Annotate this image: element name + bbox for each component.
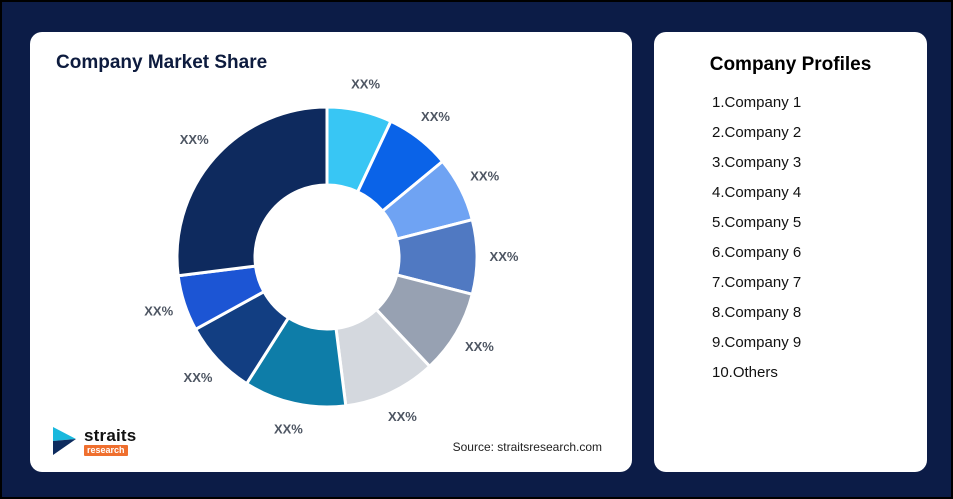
company-list-item: 10.Others bbox=[712, 364, 778, 381]
segment-percentage-label: XX% bbox=[465, 339, 494, 354]
segment-percentage-label: XX% bbox=[184, 370, 213, 385]
profiles-title: Company Profiles bbox=[709, 54, 872, 75]
logo-brand-text: straits bbox=[84, 425, 137, 445]
segment-percentage-label: XX% bbox=[351, 76, 380, 91]
company-profiles-card: Company Profiles 1.Company 1 2.Company 2… bbox=[654, 32, 927, 472]
company-list-item: 6.Company 6 bbox=[712, 244, 802, 261]
logo-sub-text: research bbox=[84, 444, 128, 456]
straits-research-logo: straits research bbox=[52, 426, 136, 456]
straits-logo-icon bbox=[53, 427, 76, 455]
company-list-item: 7.Company 7 bbox=[712, 274, 802, 291]
segment-percentage-label: XX% bbox=[274, 422, 303, 437]
source-text: Source: straitsresearch.com bbox=[452, 440, 602, 454]
company-list-item: 8.Company 8 bbox=[712, 304, 802, 321]
segment-percentage-label: XX% bbox=[421, 109, 450, 124]
company-list-item: 2.Company 2 bbox=[712, 124, 802, 141]
segment-percentage-label: XX% bbox=[388, 409, 417, 424]
market-share-donut-chart: XX% XX% XX% XX% XX% XX% XX% XX% XX% XX% bbox=[144, 76, 519, 437]
segment-percentage-label: XX% bbox=[470, 169, 499, 184]
segment-percentage-label: XX% bbox=[490, 249, 519, 264]
company-list-item: 9.Company 9 bbox=[712, 334, 802, 351]
segment-percentage-label: XX% bbox=[180, 132, 209, 147]
donut-segment bbox=[175, 105, 329, 278]
company-list-item: 3.Company 3 bbox=[712, 154, 802, 171]
chart-title: Company Market Share bbox=[56, 52, 268, 73]
logo-text: straits research bbox=[84, 427, 136, 456]
company-list-item: 5.Company 5 bbox=[712, 214, 802, 231]
company-list-item: 1.Company 1 bbox=[712, 94, 802, 111]
segment-percentage-label: XX% bbox=[144, 304, 173, 319]
company-list-item: 4.Company 4 bbox=[712, 184, 802, 201]
market-share-card: Company Market Share XX% XX% XX% XX% XX% XX% X… bbox=[30, 32, 632, 472]
company-list: 1.Company 1 2.Company 2 3.Company 3 4.Co… bbox=[654, 94, 927, 381]
